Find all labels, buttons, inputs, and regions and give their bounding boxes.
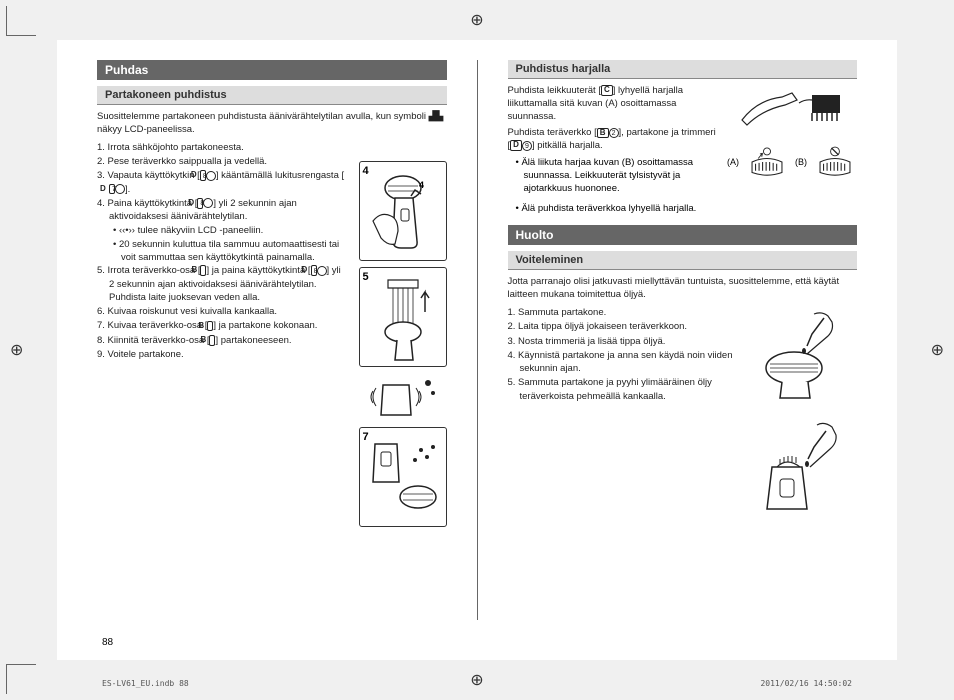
registration-mark-top: ⊕ bbox=[470, 10, 483, 30]
registration-mark-left: ⊕ bbox=[10, 340, 23, 360]
vibration-icon bbox=[363, 373, 443, 421]
figure-wave bbox=[359, 373, 447, 421]
step-7: 7. Kuivaa teräverkko-osa [B] ja partakon… bbox=[97, 319, 349, 332]
circle-7: 7 bbox=[115, 184, 125, 194]
step-2: 2. Pese teräverkko saippualla ja vedellä… bbox=[97, 155, 349, 168]
step-4: 4. Paina käyttökytkintä [D8] yli 2 sekun… bbox=[97, 197, 349, 224]
circle-9: 9 bbox=[522, 141, 532, 151]
dry-parts-icon bbox=[363, 432, 443, 522]
figure-5: 5 bbox=[359, 267, 447, 367]
icon-b: B bbox=[597, 128, 609, 139]
icon-d: D bbox=[510, 140, 522, 151]
left-figures: 4 4 5 bbox=[359, 161, 447, 527]
step-8: 8. Kiinnitä teräverkko-osa [B] partakone… bbox=[97, 334, 349, 347]
step-4-sub2: • 20 sekunnin kuluttua tila sammuu autom… bbox=[97, 238, 349, 265]
rinse-icon bbox=[363, 272, 443, 362]
brush-p2: Puhdista teräverkko [B2], partakone ja t… bbox=[508, 127, 720, 153]
sub-header-brush: Puhdistus harjalla bbox=[508, 60, 858, 79]
right-column: Puhdistus harjalla Puhdista leikkuuterät… bbox=[508, 60, 858, 620]
left-content-wrap: 1. Irrota sähköjohto partakoneesta. 2. P… bbox=[97, 141, 447, 527]
footer-timestamp: 2011/02/16 14:50:02 bbox=[760, 679, 852, 688]
figure-5-num: 5 bbox=[363, 271, 369, 283]
figure-7: 7 bbox=[359, 427, 447, 527]
step-5: 5. Irrota teräverkko-osa [B] ja paina kä… bbox=[97, 264, 349, 304]
column-divider bbox=[477, 60, 478, 620]
brush-bullet: • Älä liikuta harjaa kuvan (B) osoittama… bbox=[508, 157, 720, 195]
crop-mark-bl bbox=[6, 664, 36, 694]
page-content: Puhdas Partakoneen puhdistus Suosittelem… bbox=[57, 40, 897, 660]
intro-text: Suosittelemme partakoneen puhdistusta ää… bbox=[97, 111, 447, 137]
blade-b-icon bbox=[813, 144, 857, 180]
sub-header-voiteleminen: Voiteleminen bbox=[508, 251, 858, 270]
circle-8: 8 bbox=[206, 171, 216, 181]
brush-bullet-2: • Älä puhdista teräverkkoa lyhyellä harj… bbox=[508, 203, 858, 216]
step-1: 1. Irrota sähköjohto partakoneesta. bbox=[97, 141, 349, 154]
ab-row: (A) (B) bbox=[727, 144, 857, 180]
maint-intro: Jotta parranajo olisi jatkuvasti miellyt… bbox=[508, 276, 858, 302]
label-a: (A) bbox=[727, 157, 739, 167]
step-4-sub1: • ‹‹•›› tulee näkyviin LCD -paneeliin. bbox=[97, 224, 349, 237]
figure-7-num: 7 bbox=[363, 431, 369, 443]
svg-text:4: 4 bbox=[419, 180, 424, 190]
footer-filename: ES-LV61_EU.indb 88 bbox=[102, 679, 189, 688]
registration-mark-right: ⊕ bbox=[931, 340, 944, 360]
circle-8: 8 bbox=[203, 198, 213, 208]
left-steps: 1. Irrota sähköjohto partakoneesta. 2. P… bbox=[97, 141, 349, 527]
oil-figures bbox=[752, 306, 857, 528]
brush-top-icon bbox=[727, 85, 857, 135]
circle-2: 2 bbox=[609, 128, 619, 138]
oil-trimmer-icon bbox=[752, 417, 852, 517]
brush-p1: Puhdista leikkuuterät [C] lyhyellä harja… bbox=[508, 85, 720, 123]
brush-text: Puhdista leikkuuterät [C] lyhyellä harja… bbox=[508, 85, 720, 197]
registration-mark-bottom: ⊕ bbox=[470, 670, 483, 690]
shaver-hand-icon: 4 bbox=[363, 166, 443, 256]
circle-8: 8 bbox=[317, 266, 327, 276]
brush-figures: (A) (B) bbox=[727, 85, 857, 197]
oil-foil-icon bbox=[752, 306, 852, 406]
crop-mark-tl bbox=[6, 6, 36, 36]
sub-header-partakoneen: Partakoneen puhdistus bbox=[97, 86, 447, 105]
section-header-huolto: Huolto bbox=[508, 225, 858, 245]
step-9: 9. Voitele partakone. bbox=[97, 348, 349, 361]
brush-section: Puhdista leikkuuterät [C] lyhyellä harja… bbox=[508, 85, 858, 197]
left-column: Puhdas Partakoneen puhdistus Suosittelem… bbox=[97, 60, 447, 620]
label-b: (B) bbox=[795, 157, 807, 167]
step-6: 6. Kuivaa roiskunut vesi kuivalla kankaa… bbox=[97, 305, 349, 318]
figure-4-num: 4 bbox=[363, 165, 369, 177]
icon-c: C bbox=[601, 85, 613, 96]
blade-a-icon bbox=[745, 144, 789, 180]
page-number: 88 bbox=[102, 637, 113, 648]
step-3: 3. Vapauta käyttökytkin [D8] kääntämällä… bbox=[97, 169, 349, 196]
section-header-puhdas: Puhdas bbox=[97, 60, 447, 80]
maint-body: 1. Sammuta partakone. 2. Laita tippa ölj… bbox=[508, 306, 858, 403]
figure-4: 4 4 bbox=[359, 161, 447, 261]
